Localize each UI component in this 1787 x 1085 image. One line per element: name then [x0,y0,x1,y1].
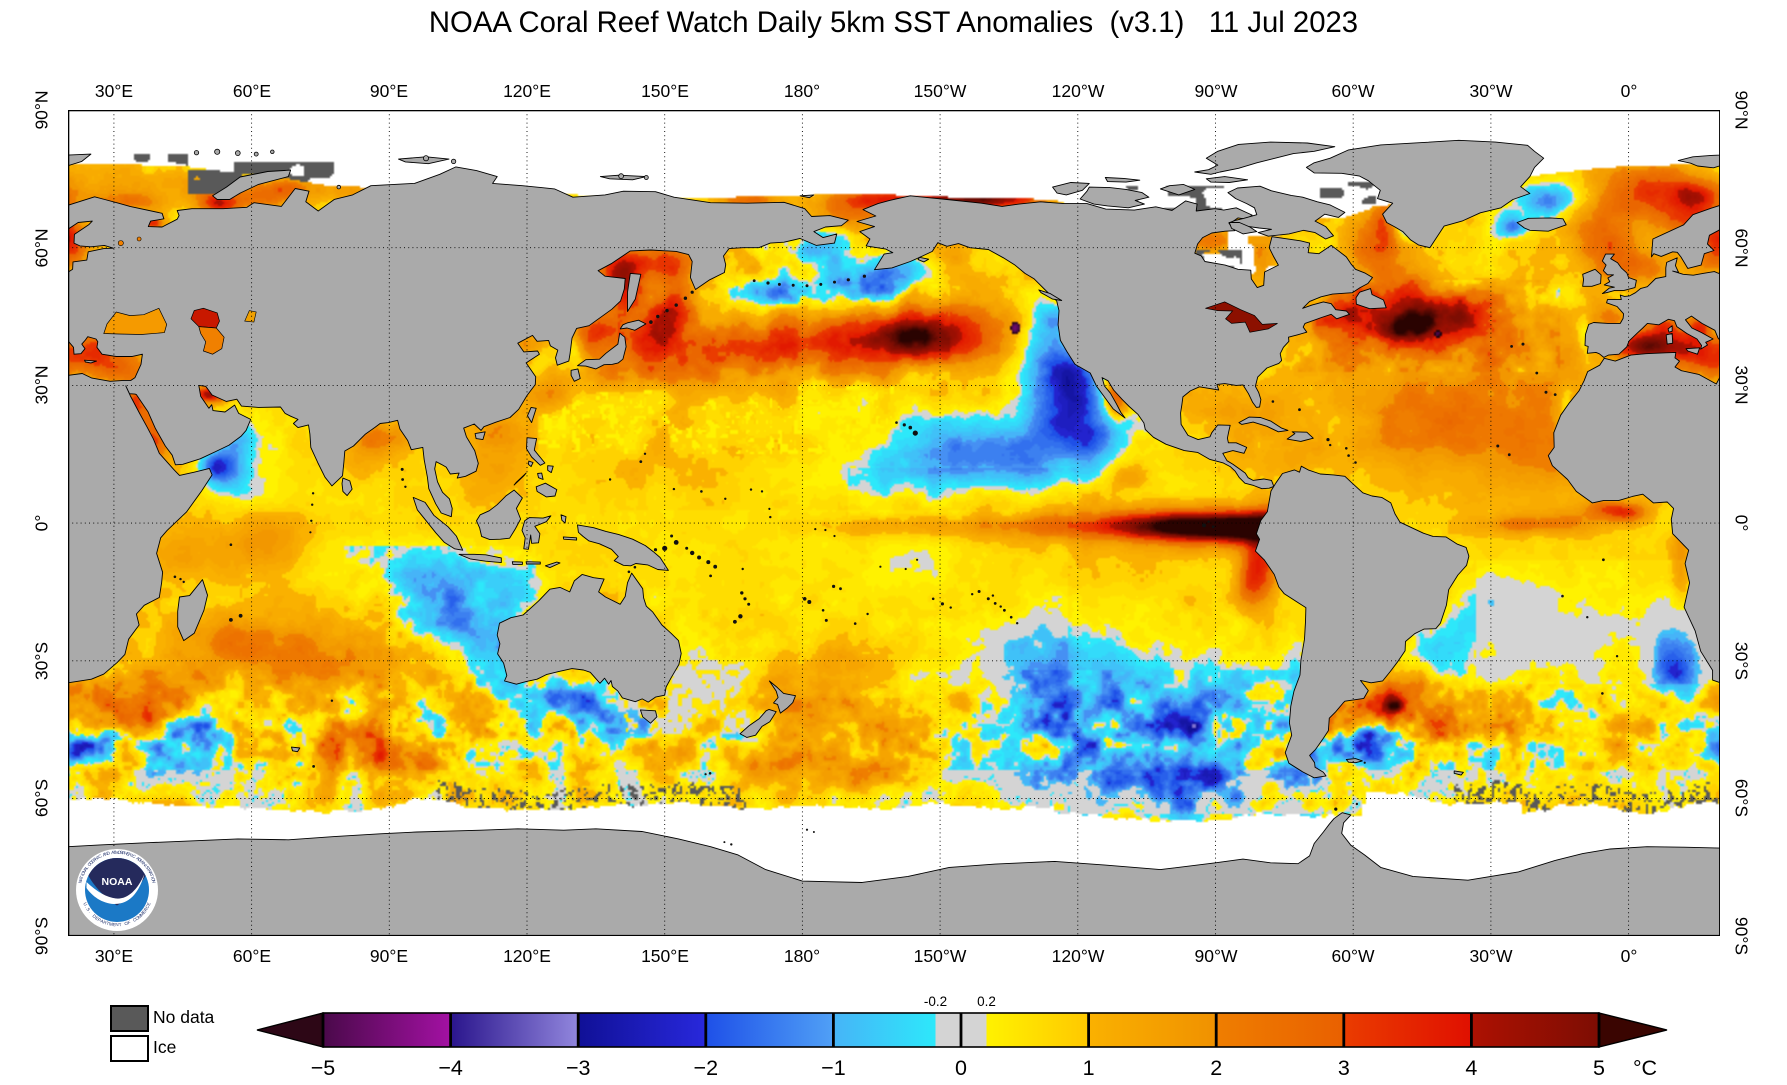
svg-text:N: N [142,861,148,867]
svg-text:E: E [126,851,130,857]
svg-text:N: N [151,879,157,883]
svg-text:R: R [128,852,133,858]
svg-text:T: T [149,873,155,878]
svg-text:A: A [78,877,84,881]
svg-text:M: M [139,911,145,917]
svg-text:T: T [106,921,110,927]
svg-text:H: H [124,851,128,857]
svg-text:N: N [104,851,109,857]
svg-text:4: 4 [1465,1056,1477,1080]
svg-text:C: C [131,853,137,859]
svg-text:A: A [100,918,105,924]
svg-text:M: M [115,850,119,855]
svg-text:M: M [138,858,144,864]
svg-text:C: C [88,859,94,865]
svg-text:D: D [106,850,111,856]
svg-text:T: T [118,922,121,927]
svg-text:3: 3 [1338,1056,1350,1080]
svg-text:−3: −3 [566,1056,591,1080]
svg-text:E: E [94,915,99,921]
svg-text:T: T [146,867,152,872]
svg-text:1: 1 [1083,1056,1095,1080]
svg-text:E: E [146,902,152,907]
svg-text:N: N [77,879,83,883]
svg-text:I: I [130,853,133,858]
svg-text:T: T [79,875,85,880]
svg-text:A: A [148,871,154,876]
svg-text:I: I [141,860,145,864]
svg-text:U: U [82,902,88,907]
svg-text:2: 2 [1210,1056,1222,1080]
svg-text:R: R [143,906,149,912]
svg-text:.: . [84,905,89,909]
svg-text:I: I [150,876,155,879]
svg-text:S: S [144,865,150,870]
svg-text:E: E [141,909,147,914]
svg-text:N: N [93,856,98,862]
svg-text:A: A [102,852,107,858]
svg-text:−1: −1 [821,1056,846,1080]
svg-text:O: O [86,861,92,867]
svg-text:0: 0 [955,1056,967,1080]
svg-text:M: M [137,913,143,919]
svg-text:S: S [120,850,124,855]
svg-text:0.2: 0.2 [977,995,996,1009]
svg-text:C: C [144,904,150,910]
svg-text:M: M [109,921,114,927]
svg-text:O: O [124,920,129,926]
svg-text:A: A [111,850,115,855]
svg-text:S: S [85,907,91,912]
svg-text:.: . [88,910,93,914]
svg-text:D: D [92,913,98,919]
svg-text:P: P [97,917,102,923]
svg-text:A: A [135,856,140,862]
svg-text:−4: −4 [438,1056,463,1080]
svg-text:T: T [113,850,116,855]
svg-text:F: F [127,920,132,926]
svg-text:C: C [132,917,138,923]
svg-text:O: O [117,850,121,855]
svg-text:A: A [83,867,89,872]
svg-text:O: O [80,870,86,876]
svg-text:R: R [147,869,153,875]
svg-text:A: A [92,857,97,863]
svg-text:NOAA: NOAA [102,877,133,888]
svg-text:°C: °C [1633,1056,1657,1080]
svg-text:N: N [115,922,118,927]
svg-text:R: R [103,920,108,926]
svg-text:P: P [122,850,126,855]
svg-text:-0.2: -0.2 [924,995,947,1009]
svg-text:5: 5 [1593,1056,1605,1080]
svg-text:N: N [81,869,87,874]
svg-text:−2: −2 [694,1056,719,1080]
svg-text:−5: −5 [311,1056,336,1080]
svg-text:I: I [80,874,85,877]
svg-text:E: E [112,922,115,927]
svg-text:O: O [150,877,156,882]
svg-text:C: C [97,853,103,859]
svg-text:I: I [96,855,100,860]
svg-text:L: L [84,865,90,870]
svg-text:O: O [134,915,140,921]
svg-text:D: D [137,857,143,863]
svg-text:I: I [144,864,149,868]
svg-text:E: E [90,858,96,864]
